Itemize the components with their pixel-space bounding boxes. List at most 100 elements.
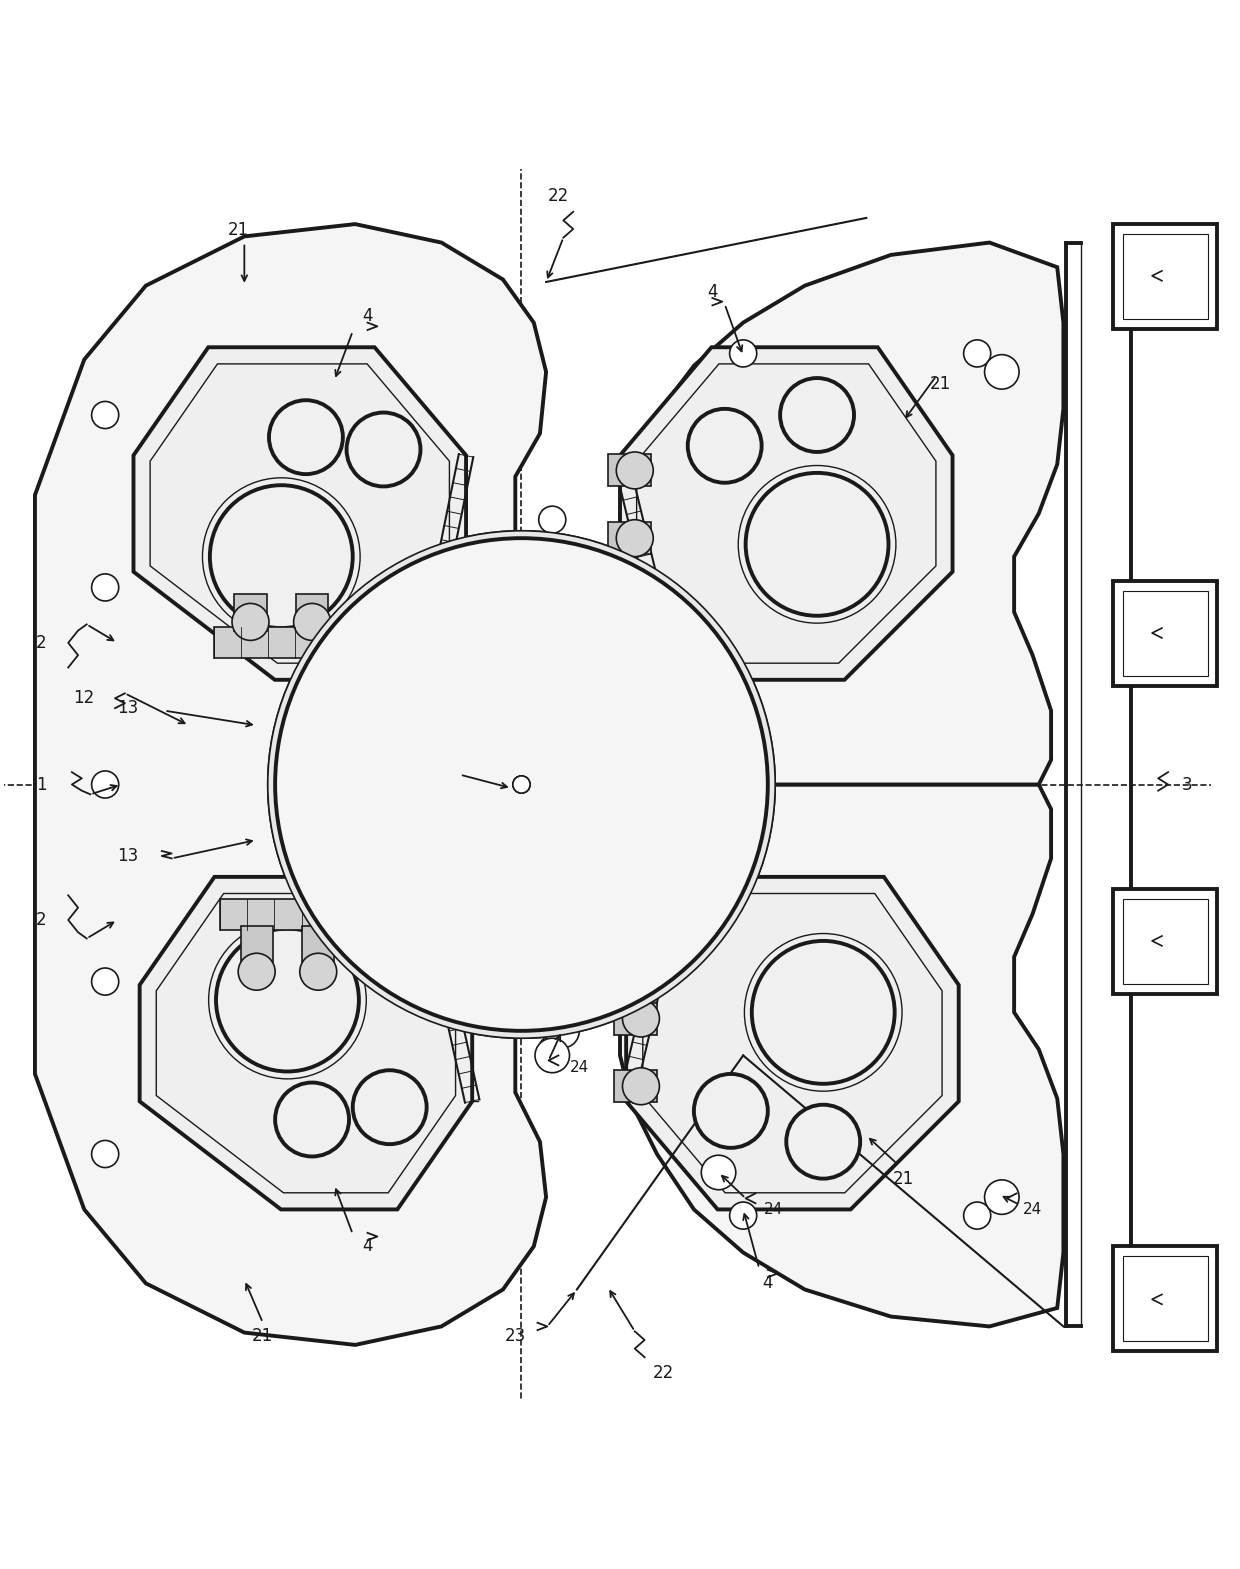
Bar <box>614 1003 657 1034</box>
Text: 22: 22 <box>652 1363 673 1382</box>
Bar <box>219 899 410 930</box>
Circle shape <box>985 355 1019 389</box>
Polygon shape <box>35 224 546 1345</box>
Circle shape <box>544 1014 579 1048</box>
Bar <box>1112 224 1218 329</box>
Circle shape <box>616 452 653 490</box>
Circle shape <box>702 1155 735 1189</box>
Bar <box>366 926 398 963</box>
Text: 25: 25 <box>1171 934 1190 948</box>
Text: 1: 1 <box>36 775 46 794</box>
Text: 24: 24 <box>1023 1202 1043 1218</box>
Circle shape <box>92 574 119 601</box>
Circle shape <box>300 954 337 990</box>
Circle shape <box>963 1202 991 1229</box>
Text: 24: 24 <box>569 1061 589 1075</box>
Circle shape <box>780 378 854 452</box>
Circle shape <box>275 538 768 1031</box>
Circle shape <box>268 530 775 1039</box>
Circle shape <box>786 1105 861 1178</box>
Text: 3: 3 <box>1182 775 1192 794</box>
Circle shape <box>963 340 991 367</box>
Polygon shape <box>134 347 466 679</box>
Circle shape <box>92 968 119 995</box>
Circle shape <box>622 1068 660 1105</box>
Bar <box>213 628 404 657</box>
Bar <box>360 593 392 631</box>
Circle shape <box>238 954 275 990</box>
Circle shape <box>275 1083 348 1156</box>
Text: 22: 22 <box>548 187 569 206</box>
Text: 21: 21 <box>893 1169 914 1188</box>
Text: 12: 12 <box>73 689 94 708</box>
Circle shape <box>688 410 761 483</box>
Circle shape <box>681 770 708 799</box>
Text: 21: 21 <box>252 1327 274 1345</box>
Bar <box>608 590 651 621</box>
Circle shape <box>363 954 401 990</box>
Circle shape <box>538 507 565 533</box>
Circle shape <box>346 413 420 486</box>
Text: 2: 2 <box>36 634 46 651</box>
Circle shape <box>216 929 358 1072</box>
Circle shape <box>622 932 660 970</box>
Circle shape <box>513 777 529 792</box>
Bar <box>608 522 651 554</box>
Text: 4: 4 <box>362 308 373 325</box>
Circle shape <box>513 777 529 792</box>
Bar <box>296 593 329 631</box>
Circle shape <box>534 1039 569 1073</box>
Circle shape <box>745 472 889 615</box>
Bar <box>241 926 273 963</box>
Circle shape <box>619 770 646 799</box>
Text: 11: 11 <box>436 763 459 781</box>
Bar <box>608 455 651 486</box>
Text: 25: 25 <box>1171 1291 1190 1307</box>
Text: 25: 25 <box>1171 626 1190 640</box>
Polygon shape <box>620 347 952 679</box>
Text: 4: 4 <box>362 1238 373 1255</box>
Text: 24: 24 <box>764 1202 784 1218</box>
Bar <box>234 593 267 631</box>
Circle shape <box>352 1070 427 1144</box>
Text: 25: 25 <box>1171 268 1190 284</box>
Text: 13: 13 <box>117 847 138 865</box>
Circle shape <box>92 770 119 799</box>
Bar <box>1122 1257 1208 1341</box>
Circle shape <box>92 1141 119 1167</box>
Circle shape <box>268 530 775 1039</box>
Bar <box>303 926 335 963</box>
Circle shape <box>622 999 660 1037</box>
Bar <box>614 935 657 967</box>
Text: 4: 4 <box>763 1274 773 1293</box>
Polygon shape <box>140 877 472 1210</box>
Circle shape <box>210 485 352 628</box>
Text: 13: 13 <box>117 700 138 717</box>
Circle shape <box>729 340 756 367</box>
Circle shape <box>729 1202 756 1229</box>
Circle shape <box>232 604 269 640</box>
Circle shape <box>538 1036 565 1062</box>
Text: 23: 23 <box>505 1327 526 1345</box>
Bar <box>1112 1246 1218 1351</box>
Circle shape <box>616 519 653 557</box>
Text: 2: 2 <box>36 912 46 929</box>
Circle shape <box>357 604 394 640</box>
Text: 21: 21 <box>228 221 249 238</box>
Bar <box>1112 581 1218 686</box>
Bar <box>1122 234 1208 319</box>
Text: 4: 4 <box>707 282 718 301</box>
Circle shape <box>275 538 768 1031</box>
Bar <box>1112 890 1218 993</box>
Bar <box>1122 899 1208 984</box>
Circle shape <box>269 400 343 474</box>
Bar <box>614 1070 657 1103</box>
Polygon shape <box>620 784 1064 1326</box>
Text: 21: 21 <box>930 375 951 394</box>
Circle shape <box>751 941 895 1084</box>
Circle shape <box>294 604 331 640</box>
Polygon shape <box>620 243 1064 784</box>
Circle shape <box>985 1180 1019 1214</box>
Polygon shape <box>626 877 959 1210</box>
Circle shape <box>694 1073 768 1149</box>
